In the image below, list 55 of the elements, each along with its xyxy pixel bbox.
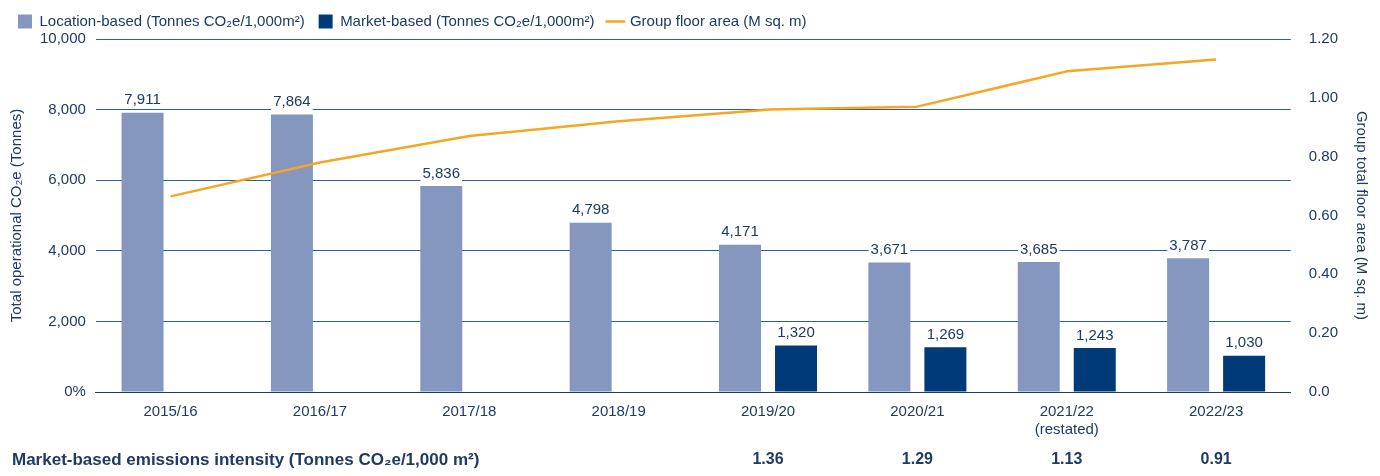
data-label: 1,320	[777, 323, 815, 341]
bar	[775, 345, 818, 392]
legend-label: Market-based (Tonnes CO₂e/1,000m²)	[340, 11, 595, 29]
data-label: 7,864	[273, 92, 311, 110]
y-tick-label: 4,000	[48, 240, 86, 258]
y2-tick-label: 0.40	[1308, 264, 1339, 282]
x-tick-label: 2021/22 (restated)	[1034, 402, 1099, 438]
text: 1.36	[752, 450, 784, 468]
x-tick-label: 2018/19	[591, 402, 646, 420]
x-tick-label: 2020/21	[890, 402, 945, 420]
bar	[924, 347, 967, 392]
y2-tick-label: 0.60	[1308, 205, 1339, 223]
text: 0.91	[1200, 450, 1232, 468]
data-label: 7,911	[124, 90, 161, 108]
y2-tick-label: 0.80	[1308, 146, 1339, 164]
legend-label: Group floor area (M sq. m)	[629, 11, 807, 29]
bar	[420, 185, 463, 392]
bar	[719, 244, 762, 392]
y-tick-label: 8,000	[48, 99, 86, 117]
bar	[1167, 258, 1210, 392]
y-tick-label: 0%	[64, 382, 86, 400]
legend-label: Location-based (Tonnes CO₂e/1,000m²)	[39, 11, 305, 29]
y2-tick-label: 0.0	[1308, 382, 1330, 400]
x-tick-label: 2016/17	[292, 402, 348, 420]
x-tick-label: 2019/20	[740, 402, 796, 420]
y2-tick-label: 1.00	[1308, 87, 1339, 105]
y-tick-label: 10,000	[39, 29, 86, 47]
data-label: 5,836	[422, 163, 461, 181]
y2-axis-title: Group total floor area (M sq. m)	[1353, 110, 1371, 321]
bar	[569, 222, 612, 392]
x-tick-label: 2022/23	[1189, 402, 1244, 420]
y2-tick-label: 0.20	[1308, 323, 1339, 341]
data-label: 3,685	[1019, 239, 1058, 257]
bar	[1073, 348, 1116, 392]
data-label: 3,787	[1169, 235, 1207, 253]
y-tick-label: 2,000	[48, 311, 86, 329]
x-tick-label: 2017/18	[442, 402, 497, 420]
text: Market-based emissions intensity (Tonnes CO₂e/1,000 m²)	[12, 449, 480, 469]
text: 1.29	[901, 450, 934, 468]
y-axis-title: Total operational CO₂e (Tonnes)	[7, 108, 25, 323]
bar	[1223, 355, 1266, 392]
bar	[121, 112, 164, 392]
y-tick-label: 6,000	[48, 170, 86, 188]
bar	[868, 262, 911, 392]
text: 1.13	[1051, 450, 1083, 468]
data-label: 4,798	[571, 200, 610, 218]
data-label: 1,243	[1075, 325, 1114, 343]
y2-tick-label: 1.20	[1308, 29, 1339, 47]
bar	[1017, 261, 1060, 392]
data-label: 3,671	[870, 240, 909, 258]
data-label: 4,171	[721, 222, 759, 240]
x-tick-label: 2015/16	[143, 402, 198, 420]
data-label: 1,269	[926, 324, 965, 342]
bar	[270, 114, 313, 392]
data-label: 1,030	[1225, 333, 1263, 351]
